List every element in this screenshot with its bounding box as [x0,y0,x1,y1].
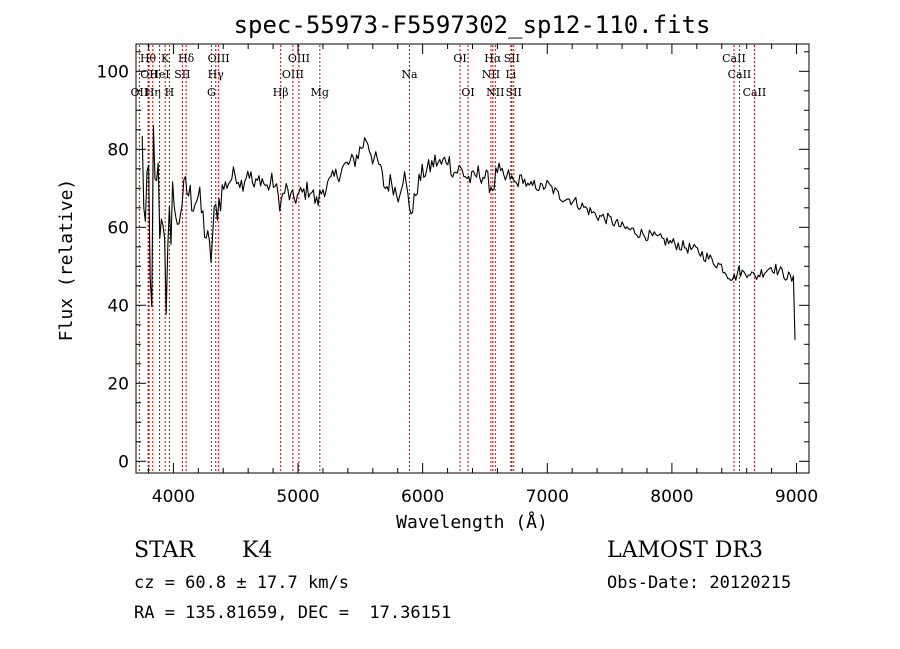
x-tick-label-1: 5000 [276,487,319,507]
chart-title: spec-55973-F5597302_sp12-110.fits [234,11,711,39]
line-label-24: SII [506,86,522,99]
y-tick-label-0: 0 [118,452,129,472]
line-label-18: OI [461,86,474,99]
line-label-15: Mg [311,86,329,99]
y-tick-label-3: 60 [107,218,129,238]
line-label-13: OIII [282,68,304,81]
line-label-27: CaII [743,86,767,99]
line-label-7: SII [174,68,190,81]
line-label-10: Hγ [208,68,225,81]
redshift-velocity: cz = 60.8 ± 17.7 km/s [134,573,349,593]
line-label-4: HeI [149,68,169,81]
spectral-line-markers: OIIHθOIIHηHeIKHSIIHδGHγOIIIHβOIIIOIIIMgN… [131,45,767,472]
x-tick-label-2: 6000 [401,487,444,507]
object-subclass: K4 [242,538,273,563]
line-label-26: CaII [728,68,752,81]
line-label-25: CaII [722,52,746,65]
line-label-19: NII [482,68,500,81]
flux-series [141,124,796,340]
y-tick-label-2: 40 [107,296,129,316]
line-label-0: OII [131,86,149,99]
flux-line [141,124,796,340]
y-tick-label-4: 80 [107,140,129,160]
ra-dec-coordinates: RA = 135.81659, DEC = 17.36151 [134,603,452,623]
x-tick-label-0: 4000 [152,487,195,507]
line-label-17: OI [453,52,466,65]
line-label-9: G [207,86,216,99]
line-label-14: OIII [288,52,310,65]
line-label-12: Hβ [273,86,289,99]
line-label-3: Hη [145,86,161,99]
y-axis-label: Flux (relative) [56,179,77,342]
line-label-20: Hα [484,52,502,65]
line-label-22: Li [505,68,516,81]
line-label-5: K [161,52,170,65]
axis-ticks: 4000 5000 6000 7000 8000 9000 0 20 40 60 80 100 [97,44,818,507]
line-label-6: H [165,86,175,99]
x-tick-label-4: 8000 [650,487,693,507]
observation-date: Obs-Date: 20120215 [607,573,792,593]
x-tick-label-3: 7000 [526,487,569,507]
line-label-23: SII [504,52,520,65]
line-label-1: Hθ [140,52,157,65]
line-label-21: NII [486,86,504,99]
line-label-16: Na [401,68,418,81]
survey-name: LAMOST DR3 [607,538,763,563]
x-axis-label: Wavelength (Å) [396,511,548,533]
line-label-8: Hδ [178,52,195,65]
x-tick-label-5: 9000 [775,487,818,507]
line-label-11: OIII [208,52,230,65]
y-tick-label-5: 100 [97,62,129,82]
y-tick-label-1: 20 [107,374,129,394]
object-class: STAR [134,538,195,563]
